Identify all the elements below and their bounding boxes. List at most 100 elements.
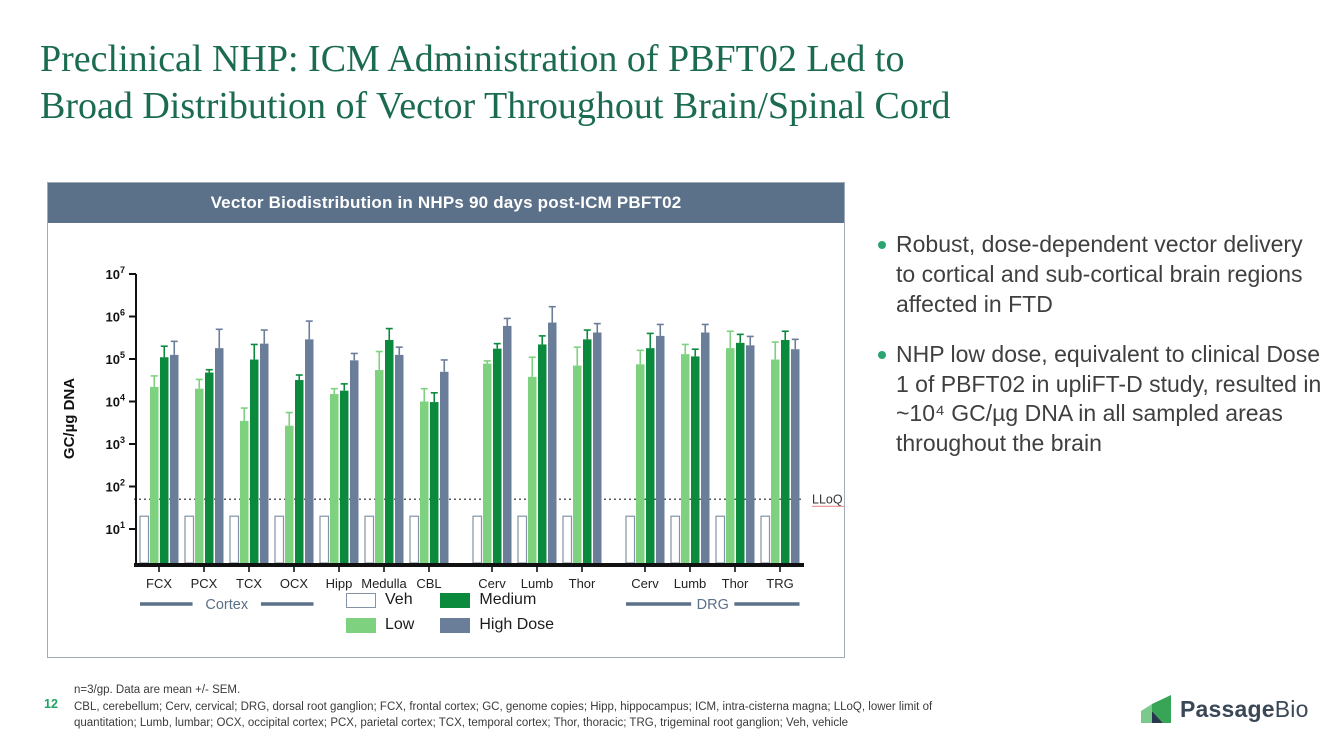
- bar-high-dose: [746, 345, 755, 563]
- x-tick-label: Medulla: [361, 576, 407, 591]
- bar-low: [636, 364, 645, 563]
- x-tick-label: Lumb: [521, 576, 554, 591]
- bar-medium: [160, 357, 169, 563]
- legend-label: Low: [385, 616, 415, 633]
- bar-high-dose: [701, 332, 710, 563]
- passagebio-logo-text: PassageBio: [1180, 695, 1309, 722]
- section-label: Cortex: [205, 597, 248, 613]
- y-tick-label: 107: [106, 265, 125, 282]
- bar-low: [771, 359, 780, 563]
- bar-high-dose: [350, 360, 359, 563]
- bar-low: [240, 420, 249, 563]
- legend-label: Veh: [385, 591, 413, 608]
- bar-high-dose: [791, 349, 800, 563]
- y-tick-label: 103: [106, 435, 125, 452]
- legend-label: High Dose: [479, 616, 555, 633]
- bar-medium: [736, 342, 745, 563]
- bullet-item: Robust, dose-dependent vector delivery t…: [878, 230, 1326, 320]
- page-number: 12: [44, 697, 58, 711]
- bar-medium: [430, 402, 439, 563]
- passagebio-logo-icon: [1141, 695, 1171, 723]
- footnote-note: n=3/gp. Data are mean +/- SEM.: [74, 684, 241, 696]
- footnote-abbrev-line2: quantitation; Lumb, lumbar; OCX, occipit…: [74, 717, 849, 730]
- bar-veh: [184, 515, 195, 564]
- bar-low: [483, 363, 492, 563]
- x-tick-label: TCX: [236, 576, 262, 591]
- bar-veh: [670, 515, 681, 564]
- bar-medium: [646, 348, 655, 563]
- bullet-list: Robust, dose-dependent vector delivery t…: [878, 230, 1326, 479]
- bullet-text: NHP low dose, equivalent to clinical Dos…: [896, 340, 1322, 457]
- bar-low: [330, 394, 339, 563]
- bar-high-dose: [170, 354, 179, 563]
- bar-low: [420, 401, 429, 563]
- bar-veh: [409, 515, 420, 564]
- bar-low: [195, 388, 204, 563]
- bar-high-dose: [440, 371, 449, 563]
- section-label: DRG: [697, 597, 729, 613]
- bar-veh: [715, 515, 726, 564]
- chart-panel: Vector Biodistribution in NHPs 90 days p…: [47, 182, 845, 658]
- passagebio-logo: PassageBio: [1140, 694, 1309, 724]
- x-tick-label: Cerv: [631, 576, 659, 591]
- y-tick-label: 106: [106, 308, 125, 325]
- x-axis: [134, 563, 804, 567]
- bar-veh: [472, 515, 483, 564]
- y-tick-label: 101: [106, 520, 125, 537]
- bar-medium: [205, 372, 214, 563]
- bar-low: [573, 365, 582, 563]
- bar-veh: [364, 515, 375, 564]
- bar-medium: [250, 359, 259, 563]
- x-tick-label: CBL: [416, 576, 441, 591]
- y-tick-label: 102: [106, 478, 125, 495]
- footnotes: n=3/gp. Data are mean +/- SEM. CBL, cere…: [74, 682, 1069, 732]
- bar-veh: [274, 515, 285, 564]
- x-tick-label: Lumb: [674, 576, 707, 591]
- bullet-item: NHP low dose, equivalent to clinical Dos…: [878, 340, 1326, 460]
- legend-swatch: [346, 617, 376, 633]
- chart-title: Vector Biodistribution in NHPs 90 days p…: [48, 183, 844, 223]
- legend-swatch: [346, 592, 376, 608]
- y-tick-label: 104: [106, 393, 125, 410]
- slide-title-line1: Preclinical NHP: ICM Administration of P…: [40, 38, 905, 80]
- legend-label: Medium: [479, 591, 537, 608]
- bar-low: [528, 376, 537, 563]
- bullet-dot-icon: [878, 241, 886, 249]
- bar-veh: [625, 515, 636, 564]
- bar-low: [681, 354, 690, 563]
- bar-veh: [139, 515, 150, 564]
- bar-medium: [781, 339, 790, 563]
- bar-veh: [319, 515, 330, 564]
- y-tick-label: 105: [106, 350, 125, 367]
- bar-low: [726, 348, 735, 563]
- bar-medium: [295, 380, 304, 563]
- x-tick-label: PCX: [191, 576, 218, 591]
- chart-legend: Veh Low Medium High Dose: [346, 591, 554, 634]
- bar-high-dose: [215, 348, 224, 563]
- bar-high-dose: [548, 322, 557, 563]
- bar-high-dose: [260, 343, 269, 563]
- bar-medium: [493, 348, 502, 563]
- legend-item: Veh: [346, 591, 414, 609]
- bar-medium: [583, 339, 592, 563]
- bar-low: [375, 370, 384, 563]
- bullet-dot-icon: [878, 350, 886, 359]
- x-tick-label: FCX: [146, 576, 172, 591]
- x-tick-label: Thor: [569, 576, 596, 591]
- bar-veh: [562, 515, 573, 564]
- legend-swatch: [440, 592, 471, 608]
- bullet-text: Robust, dose-dependent vector delivery t…: [896, 231, 1303, 317]
- legend-item: High Dose: [440, 616, 554, 634]
- slide-title-line2: Broad Distribution of Vector Throughout …: [40, 85, 951, 128]
- bar-medium: [538, 344, 547, 563]
- lloq-label: LLoQ: [812, 492, 843, 506]
- bar-high-dose: [305, 339, 314, 563]
- bar-high-dose: [395, 354, 404, 563]
- y-axis-label: GC/µg DNA: [61, 378, 78, 459]
- x-tick-label: Hipp: [326, 576, 353, 591]
- bar-low: [285, 425, 294, 563]
- legend-item: Low: [346, 616, 414, 634]
- bar-medium: [691, 356, 700, 563]
- bar-high-dose: [503, 325, 512, 563]
- bar-high-dose: [593, 332, 602, 563]
